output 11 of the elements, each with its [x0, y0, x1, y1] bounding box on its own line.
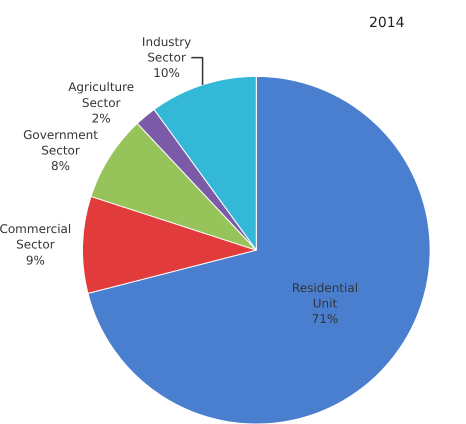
- data-label: 2%: [92, 111, 111, 126]
- slice-label: Agriculture Sector: [68, 80, 134, 110]
- data-label: 8%: [50, 159, 70, 174]
- data-label: 9%: [26, 253, 45, 268]
- slice-label: Industry Sector: [142, 34, 192, 65]
- slice-label: Residential Unit: [292, 280, 358, 310]
- data-label: 71%: [312, 312, 338, 326]
- slice-label: Government Sector: [23, 128, 98, 158]
- data-label: 10%: [153, 66, 180, 80]
- chart-title: 2014: [368, 14, 405, 31]
- slice-label: Commercial Sector: [0, 222, 72, 252]
